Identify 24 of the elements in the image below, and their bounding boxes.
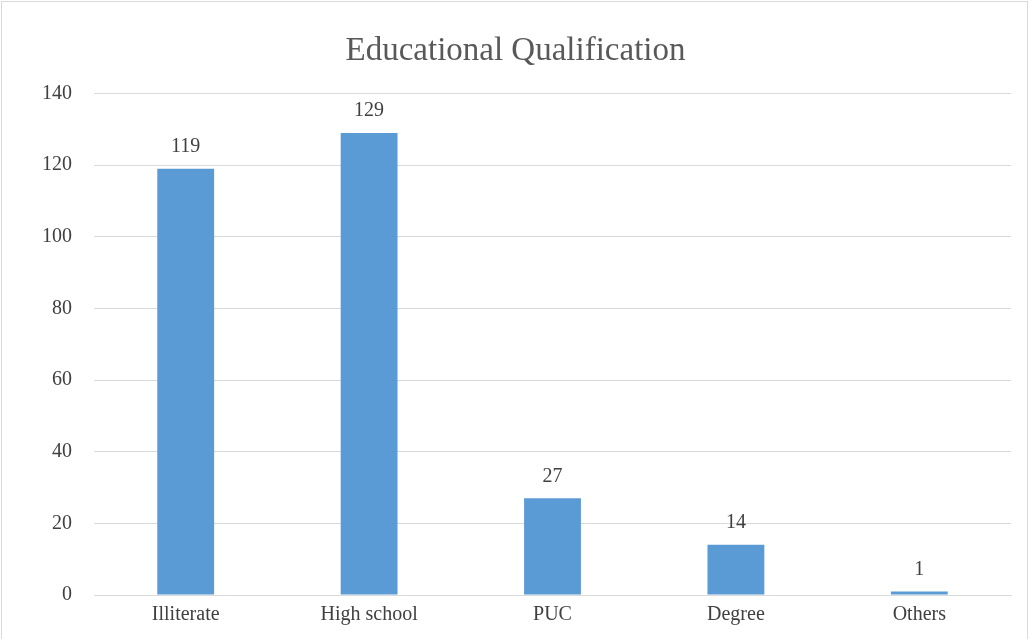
bar [524,498,581,595]
y-tick-label: 140 [42,80,72,103]
y-tick-label: 100 [42,224,72,247]
y-tick-label: 0 [62,582,72,605]
x-tick-label: PUC [533,602,572,625]
x-tick-label: High school [320,602,419,626]
bar [707,544,765,595]
x-tick-label: Illiterate [151,602,220,625]
x-tick-label: Degree [707,602,765,626]
y-tick-label: 80 [52,295,72,318]
chart-title: Educational Qualification [345,31,686,68]
data-label: 129 [354,98,385,121]
data-label: 119 [171,134,201,157]
data-label: 27 [542,463,563,486]
y-tick-label: 60 [52,367,72,390]
bar [340,133,398,595]
y-tick-label: 20 [52,510,72,533]
bar [157,168,215,595]
bar [890,591,948,595]
data-label: 14 [725,510,746,533]
y-tick-label: 120 [42,152,72,175]
x-tick-label: Others [892,602,947,625]
y-tick-label: 40 [52,438,72,461]
data-label: 1 [914,556,925,579]
